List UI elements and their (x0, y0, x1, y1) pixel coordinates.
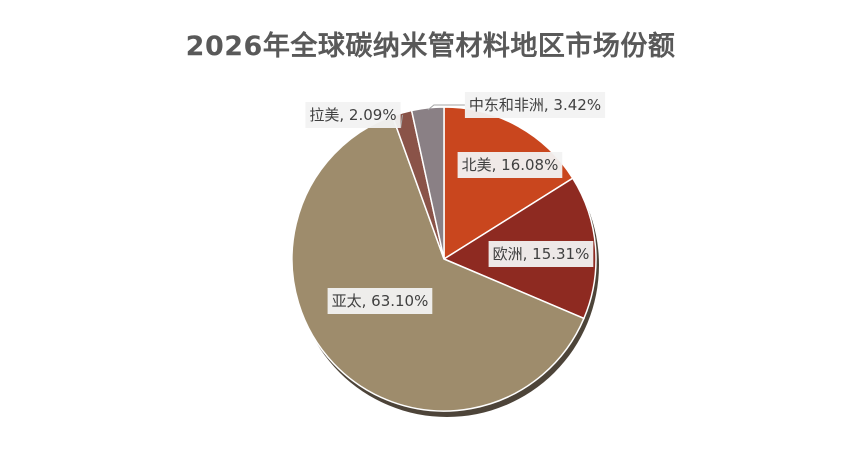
slice-label-box-2 (327, 288, 433, 314)
slice-label-text-1: 欧洲, 15.31% (493, 245, 590, 263)
slice-label-2: 亚太, 63.10% (327, 288, 433, 314)
leader-line-4 (427, 104, 465, 111)
slice-label-0: 北美, 16.08% (457, 152, 563, 178)
slice-label-box-0 (457, 152, 563, 178)
slice-label-3: 拉美, 2.09% (305, 102, 401, 128)
slice-label-1: 欧洲, 15.31% (488, 241, 594, 267)
slice-label-box-3 (305, 102, 401, 128)
slice-label-4: 中东和非洲, 3.42% (464, 92, 606, 118)
leader-line-3 (400, 114, 403, 129)
slice-label-box-4 (464, 92, 606, 118)
slice-label-text-3: 拉美, 2.09% (309, 106, 396, 124)
pie-slice-2 (291, 115, 585, 412)
slice-label-text-2: 亚太, 63.10% (332, 292, 429, 310)
slice-label-text-4: 中东和非洲, 3.42% (469, 96, 601, 114)
slice-label-text-0: 北美, 16.08% (462, 156, 559, 174)
chart-title: 2026年全球碳纳米管材料地区市场份额 (185, 31, 676, 62)
slice-label-box-1 (488, 241, 594, 267)
pie-slice-0 (443, 106, 574, 261)
pie-slice-4 (410, 106, 445, 260)
